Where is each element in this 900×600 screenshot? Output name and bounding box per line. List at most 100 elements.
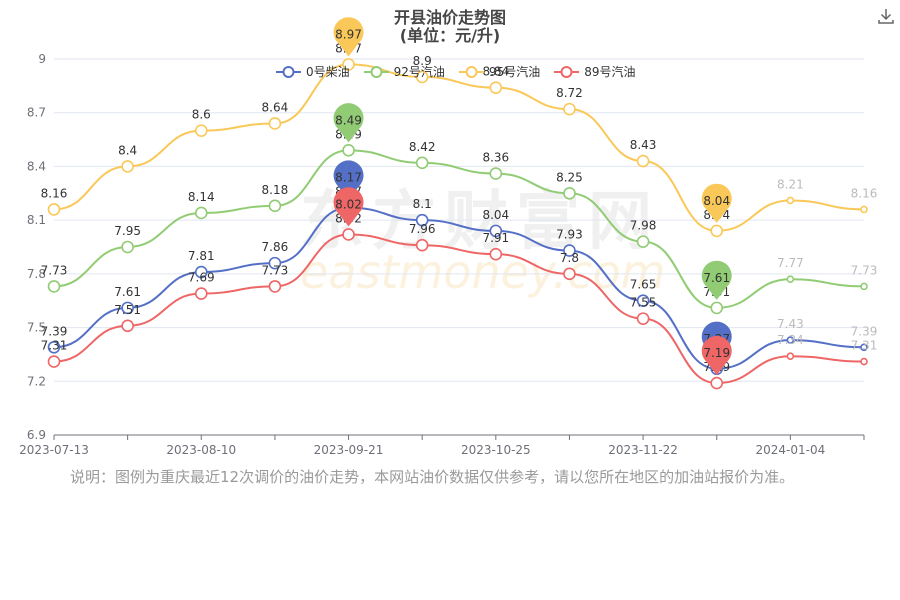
data-label: 8.04 xyxy=(482,208,509,222)
data-point xyxy=(121,301,134,315)
y-tick-label: 8.7 xyxy=(27,106,46,120)
data-point xyxy=(489,224,503,238)
data-point xyxy=(636,154,650,168)
data-point xyxy=(563,102,576,116)
data-label: 7.34 xyxy=(777,333,804,347)
data-point xyxy=(194,265,208,279)
legend-marker xyxy=(458,65,484,78)
data-label: 8.9 xyxy=(413,54,432,68)
legend-item[interactable]: 0号柴油 xyxy=(276,63,350,80)
data-point xyxy=(786,196,795,205)
data-label: 8.72 xyxy=(556,86,583,100)
data-label: 7.73 xyxy=(262,263,289,277)
data-label: 8.4 xyxy=(118,143,137,157)
data-point xyxy=(194,124,208,137)
data-label: 8.43 xyxy=(630,138,657,152)
data-label: 7.81 xyxy=(188,249,215,263)
chart-subtitle: (单位：元/升) xyxy=(399,26,501,45)
legend-marker xyxy=(554,65,580,78)
data-point xyxy=(636,235,650,248)
data-point xyxy=(121,319,134,333)
marker-pin xyxy=(701,335,732,376)
data-point xyxy=(710,301,724,315)
y-tick-label: 7.5 xyxy=(27,321,46,335)
data-point xyxy=(563,267,576,281)
data-label: 7.65 xyxy=(630,278,657,292)
data-label: 8.84 xyxy=(482,65,509,79)
legend-label: 0号柴油 xyxy=(306,65,350,79)
data-label: 7.61 xyxy=(114,285,141,299)
x-tick-label: 2023-08-10 xyxy=(166,443,236,457)
data-point xyxy=(121,240,134,254)
data-label: 7.73 xyxy=(851,263,878,277)
data-point xyxy=(194,287,208,300)
data-label: 7.39 xyxy=(41,324,68,338)
marker-pin-label: 8.02 xyxy=(335,197,362,211)
data-label: 7.39 xyxy=(851,324,878,338)
x-tick-label: 2023-10-25 xyxy=(461,443,531,457)
data-point xyxy=(47,280,61,293)
data-point xyxy=(415,213,429,227)
legend-label: 92号汽油 xyxy=(393,65,445,79)
data-label: 7.43 xyxy=(777,317,804,331)
data-label: 8.18 xyxy=(262,183,289,197)
marker-pin-label: 8.49 xyxy=(335,113,362,127)
marker-pin-label: 8.97 xyxy=(335,27,362,41)
data-label: 7.73 xyxy=(41,263,68,277)
data-label: 8.16 xyxy=(851,186,878,200)
data-point xyxy=(415,70,429,84)
chart-legend: 0号柴油 92号汽油 95号汽油 89号汽油 xyxy=(276,63,635,80)
data-label: 8.14 xyxy=(188,190,215,204)
data-point xyxy=(268,199,282,213)
download-icon[interactable] xyxy=(876,6,896,26)
chart-note: 说明：图例为重庆最近12次调价的油价走势，本网站油价数据仅供参考，请以您所在地区… xyxy=(70,468,795,486)
data-label: 8.36 xyxy=(482,151,509,165)
marker-pin xyxy=(333,103,364,143)
data-point xyxy=(342,144,355,157)
y-tick-label: 8.1 xyxy=(27,213,46,227)
data-point xyxy=(636,294,650,308)
data-label: 7.69 xyxy=(188,271,215,285)
marker-pin xyxy=(333,17,364,57)
data-point xyxy=(47,203,61,216)
data-point xyxy=(268,117,282,130)
series-line xyxy=(53,206,865,370)
marker-pin-label: 7.19 xyxy=(703,346,730,360)
data-label: 7.8 xyxy=(560,251,579,265)
legend-marker xyxy=(363,65,389,78)
data-point xyxy=(860,343,868,352)
legend-item[interactable]: 92号汽油 xyxy=(363,63,445,80)
marker-pin xyxy=(701,183,732,223)
y-tick-label: 7.2 xyxy=(27,374,46,388)
data-point xyxy=(489,167,503,180)
x-tick-label: 2024-01-04 xyxy=(755,443,825,457)
y-tick-label: 8.4 xyxy=(27,159,46,173)
data-label: 8.64 xyxy=(262,100,289,114)
legend-item[interactable]: 89号汽油 xyxy=(554,63,635,80)
data-point xyxy=(636,312,650,325)
legend-item[interactable]: 95号汽油 xyxy=(458,63,540,80)
data-label: 7.91 xyxy=(482,231,509,245)
chart-title: 开县油价走势图 xyxy=(393,8,506,27)
data-label: 7.95 xyxy=(114,224,141,238)
data-point xyxy=(489,81,503,94)
data-label: 7.55 xyxy=(630,296,657,310)
data-point xyxy=(786,352,795,361)
data-label: 7.31 xyxy=(41,339,68,353)
data-point xyxy=(786,275,795,284)
data-point xyxy=(121,160,134,173)
data-label: 7.77 xyxy=(777,256,804,270)
legend-label: 89号汽油 xyxy=(584,65,636,79)
data-point xyxy=(268,280,282,293)
marker-pin-label: 8.17 xyxy=(335,171,362,185)
data-label: 8.16 xyxy=(41,186,68,200)
data-point xyxy=(563,244,576,257)
data-point xyxy=(342,58,355,71)
data-label: 7.98 xyxy=(630,219,657,233)
data-point xyxy=(47,340,61,354)
data-point xyxy=(342,228,355,241)
legend-marker xyxy=(276,65,301,78)
data-point xyxy=(47,355,61,368)
data-point xyxy=(268,256,282,270)
